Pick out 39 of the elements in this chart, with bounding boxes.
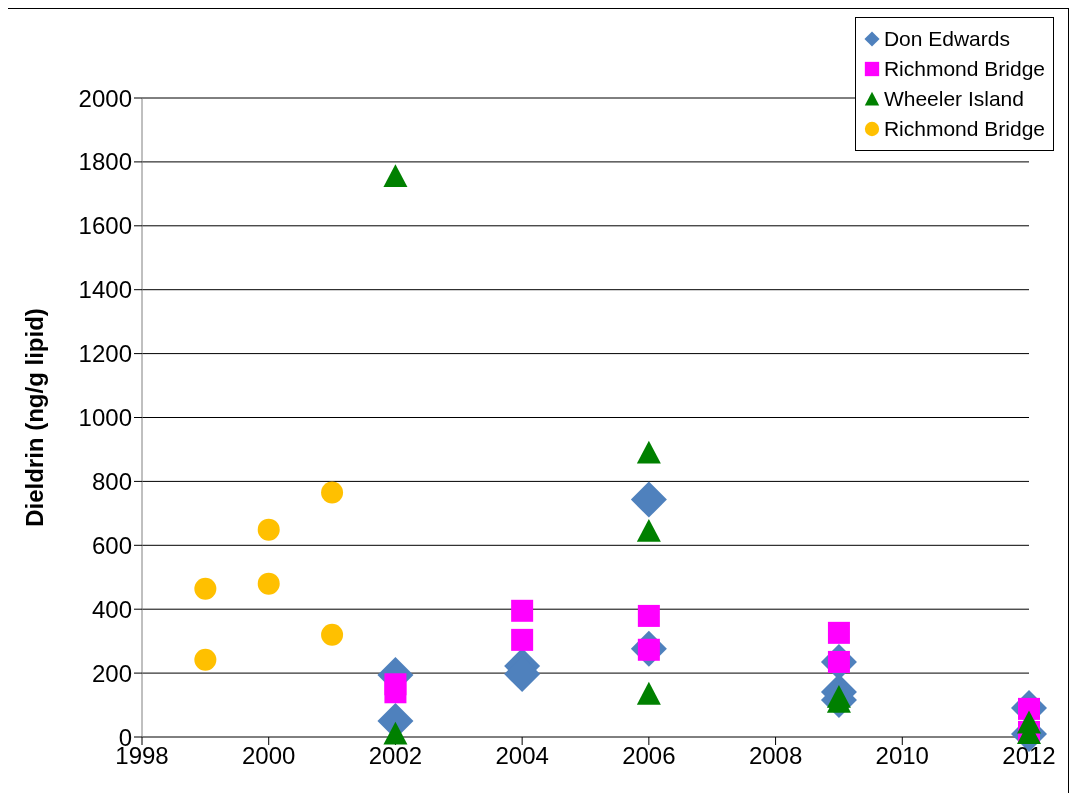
y-tick-label: 200	[91, 659, 132, 687]
x-tick-label: 2008	[748, 742, 803, 770]
point	[630, 481, 667, 518]
y-tick-label: 1400	[78, 276, 132, 304]
y-axis-title: Dieldrin (ng/g lipid)	[20, 308, 48, 527]
y-tick-label: 800	[91, 467, 132, 495]
point	[384, 681, 407, 704]
x-tick-label: 2002	[368, 742, 423, 770]
point	[194, 648, 217, 671]
y-tick-label: 600	[91, 531, 132, 559]
legend-label: Richmond Bridge	[883, 116, 1045, 142]
point	[257, 518, 280, 541]
y-tick-label: 1200	[78, 340, 132, 368]
point	[636, 681, 661, 705]
point	[511, 599, 534, 622]
x-tick-label: 2006	[622, 742, 676, 770]
y-tick-label: 2000	[78, 84, 132, 112]
y-tick-label: 400	[91, 595, 132, 623]
point	[383, 164, 408, 188]
x-tick-label: 2012	[1002, 742, 1056, 770]
point	[383, 721, 408, 745]
point	[636, 518, 661, 542]
point	[637, 604, 660, 627]
point	[827, 621, 850, 644]
x-tick-label: 2010	[875, 742, 929, 770]
point	[321, 623, 344, 646]
y-tick-label: 1800	[78, 148, 132, 176]
legend-label: Richmond Bridge	[883, 56, 1045, 82]
point	[636, 440, 661, 464]
x-tick-label: 2004	[495, 742, 549, 770]
point	[257, 572, 280, 595]
x-tick-label: 2000	[242, 742, 296, 770]
point	[321, 481, 344, 504]
legend-label: Don Edwards	[883, 26, 1010, 52]
legend-label: Wheeler Island	[883, 86, 1024, 112]
y-tick-label: 1600	[78, 212, 132, 240]
point	[194, 577, 217, 600]
point	[511, 628, 534, 651]
y-tick-label: 1000	[78, 404, 132, 432]
